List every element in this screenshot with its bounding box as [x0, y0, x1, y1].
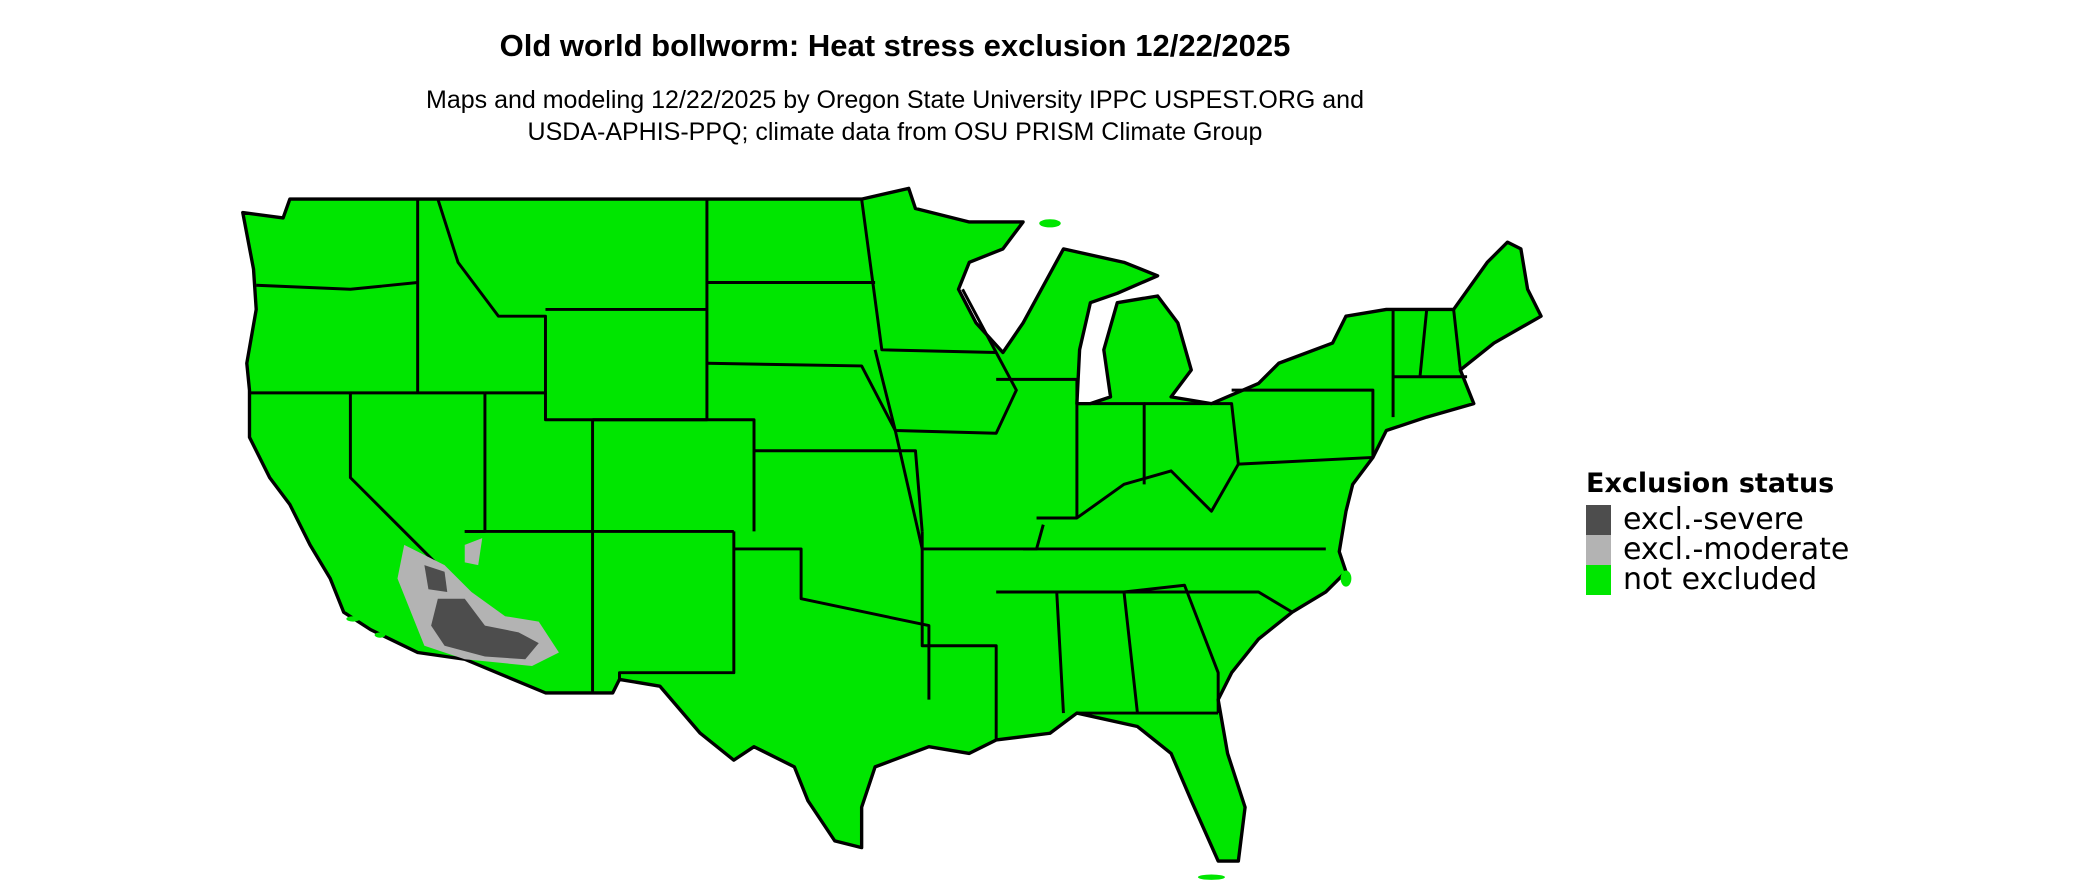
excl-severe-area	[431, 598, 539, 660]
subtitle-line-1: Maps and modeling 12/22/2025 by Oregon S…	[426, 86, 1364, 114]
excl-moderate-area	[464, 538, 483, 566]
legend-label: excl.-moderate	[1623, 532, 1850, 567]
legend: Exclusion status excl.-severe excl.-mode…	[1586, 468, 1849, 595]
legend-label: excl.-severe	[1623, 502, 1804, 537]
legend-swatch-not-excluded	[1586, 565, 1611, 595]
legend-swatch-moderate	[1586, 535, 1611, 565]
conus-outline	[241, 186, 1543, 863]
legend-title: Exclusion status	[1586, 468, 1835, 499]
exclusion-areas	[397, 538, 559, 666]
map-subtitle: Maps and modeling 12/22/2025 by Oregon S…	[0, 84, 1790, 148]
islands	[346, 219, 1352, 880]
excl-severe-area	[424, 565, 448, 592]
legend-item-severe: excl.-severe	[1586, 505, 1849, 535]
subtitle-line-2: USDA-APHIS-PPQ; climate data from OSU PR…	[527, 118, 1263, 146]
legend-label: not excluded	[1623, 562, 1818, 597]
map-title: Old world bollworm: Heat stress exclusio…	[499, 28, 1291, 63]
legend-swatch-severe	[1586, 505, 1611, 535]
legend-item-not-excluded: not excluded	[1586, 565, 1849, 595]
state-borders	[249, 198, 1468, 740]
legend-item-moderate: excl.-moderate	[1586, 535, 1849, 565]
